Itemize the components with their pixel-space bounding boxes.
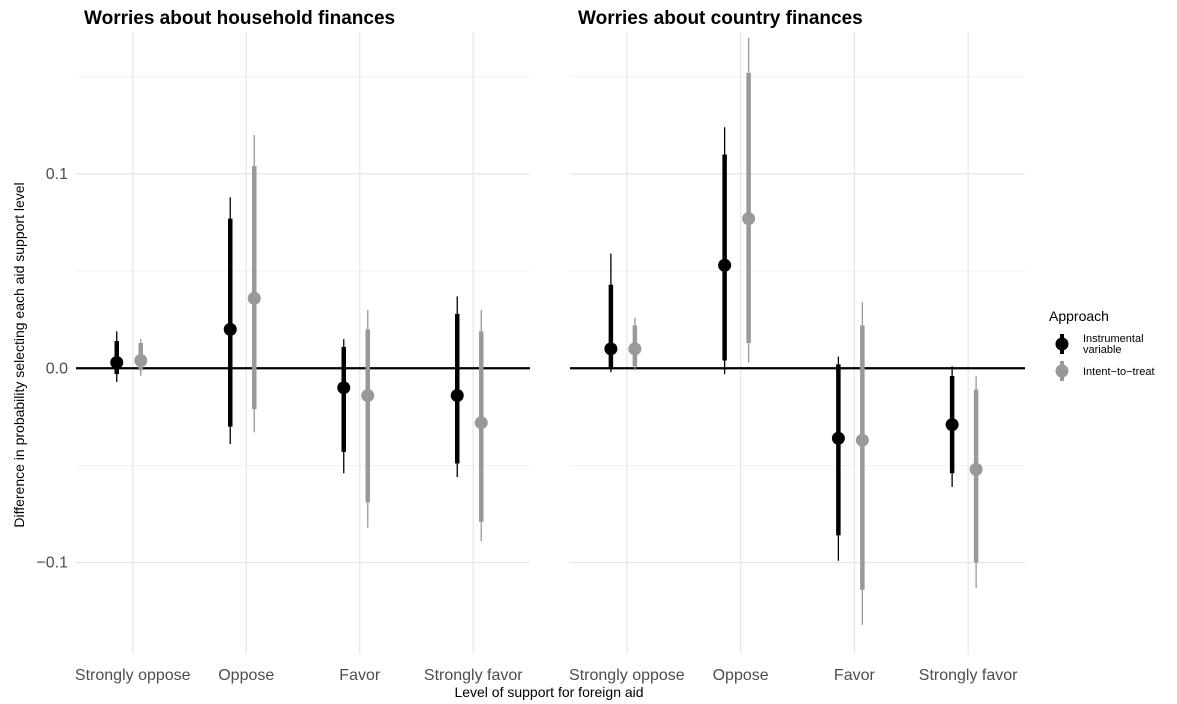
point-estimate <box>134 353 148 367</box>
x-tick-label: Strongly favor <box>919 667 1018 684</box>
point-estimate <box>604 342 618 356</box>
point-estimate <box>337 381 351 395</box>
legend-key-point <box>1055 364 1069 378</box>
x-tick-label: Strongly oppose <box>75 667 191 684</box>
point-estimate <box>223 322 237 336</box>
x-tick-label: Favor <box>834 667 876 684</box>
panels: Worries about household finances Strongly… <box>36 8 1025 684</box>
panel-1: Worries about household finances Strongly… <box>36 8 530 684</box>
panel-title: Worries about country finances <box>578 8 863 29</box>
point-estimate <box>628 342 642 356</box>
point-estimate <box>361 388 375 402</box>
y-tick-label: 0.1 <box>46 166 68 183</box>
x-tick-label: Favor <box>339 667 381 684</box>
point-estimate <box>110 355 124 369</box>
point-estimate <box>474 416 488 430</box>
panel-2: Worries about country finances Strongly o… <box>569 8 1025 684</box>
legend-key-point <box>1055 337 1069 351</box>
point-estimate <box>742 212 756 226</box>
x-axis-title: Level of support for foreign aid <box>454 684 643 700</box>
point-estimate <box>945 418 959 432</box>
legend-title: Approach <box>1049 308 1109 324</box>
point-estimate <box>855 433 869 447</box>
point-estimate <box>450 388 464 402</box>
legend-label: Intent−to−treat <box>1083 366 1155 378</box>
series-1 <box>604 127 959 561</box>
series-2 <box>628 37 983 625</box>
legend-label: variable <box>1083 344 1122 356</box>
y-tick-label: 0.0 <box>46 360 68 377</box>
x-tick-label: Strongly oppose <box>569 667 685 684</box>
point-estimate <box>247 291 261 305</box>
panel-title: Worries about household finances <box>84 8 395 29</box>
series-1 <box>110 197 464 478</box>
x-tick-label: Strongly favor <box>424 667 523 684</box>
y-tick-label: −0.1 <box>36 555 68 572</box>
x-tick-label: Oppose <box>713 667 769 684</box>
y-axis-title: Difference in probability selecting each… <box>11 182 27 527</box>
x-tick-label: Oppose <box>218 667 274 684</box>
point-estimate <box>831 431 845 445</box>
point-estimate <box>718 258 732 272</box>
series-2 <box>134 135 488 542</box>
point-estimate <box>969 462 983 476</box>
legend-label: Instrumental <box>1083 333 1144 345</box>
